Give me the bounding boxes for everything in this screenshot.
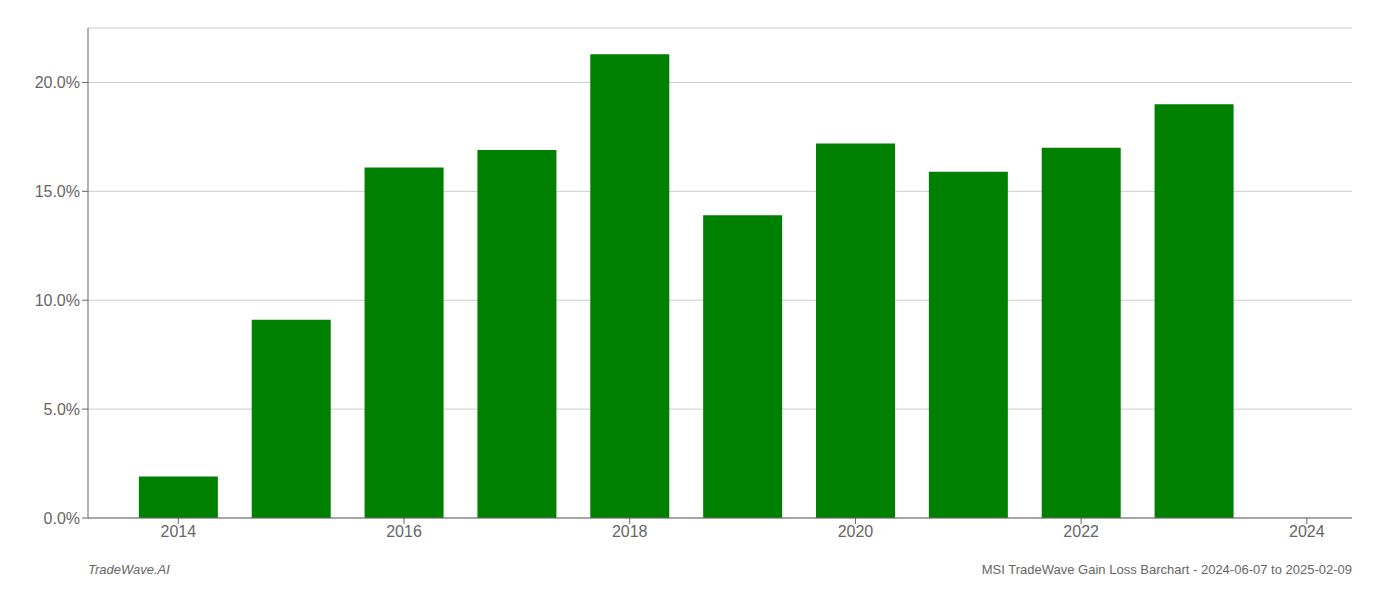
svg-text:2020: 2020 [838, 523, 874, 540]
svg-text:2024: 2024 [1289, 523, 1325, 540]
svg-text:2018: 2018 [612, 523, 648, 540]
svg-text:5.0%: 5.0% [44, 401, 80, 418]
svg-text:2014: 2014 [160, 523, 196, 540]
svg-text:10.0%: 10.0% [35, 292, 80, 309]
svg-text:20.0%: 20.0% [35, 74, 80, 91]
svg-text:15.0%: 15.0% [35, 183, 80, 200]
html-text:MSI TradeWave Gain Loss Barcha: MSI TradeWave Gain Loss Barchart - 2024-… [981, 562, 1352, 577]
html-text:TradeWave.AI: TradeWave.AI [88, 562, 170, 577]
svg-text:2022: 2022 [1063, 523, 1099, 540]
svg-text:2016: 2016 [386, 523, 422, 540]
svg-text:0.0%: 0.0% [44, 510, 80, 527]
